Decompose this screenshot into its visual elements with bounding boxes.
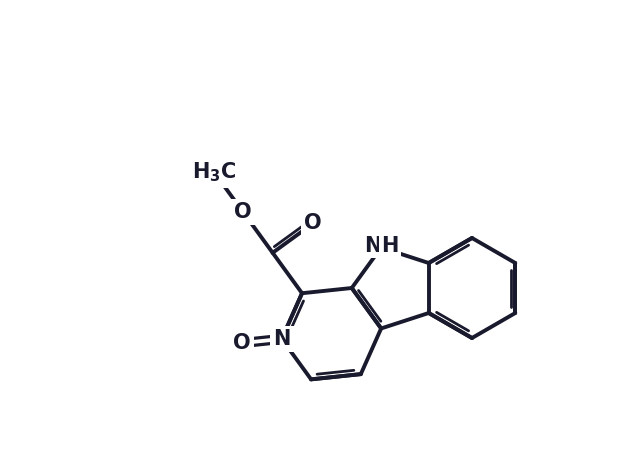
Text: O: O [234, 202, 252, 222]
Text: H: H [381, 235, 399, 256]
Text: N: N [364, 235, 381, 256]
Text: $\mathregular{H_3C}$: $\mathregular{H_3C}$ [191, 160, 236, 184]
Text: N: N [273, 329, 291, 349]
Text: O: O [304, 213, 322, 234]
Text: O: O [233, 333, 251, 353]
